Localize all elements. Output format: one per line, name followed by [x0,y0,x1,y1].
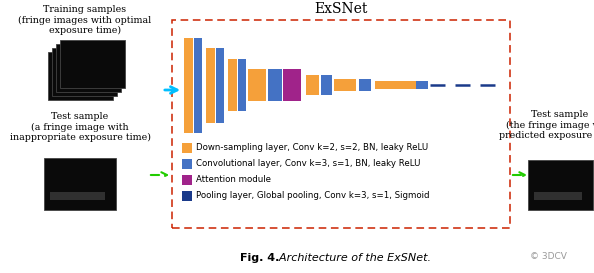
Text: Fig. 4.: Fig. 4. [240,253,279,263]
Bar [321,75,331,95]
Bar [60,40,125,88]
Text: Convolutional layer, Conv k=3, s=1, BN, leaky ReLU: Convolutional layer, Conv k=3, s=1, BN, … [196,159,421,168]
Bar [534,192,582,200]
Bar [172,20,510,228]
Text: Test sample
(the fringe image with
predicted exposure time): Test sample (the fringe image with predi… [500,110,594,140]
Bar [238,59,246,111]
Bar [359,79,371,91]
Bar [528,160,593,210]
Bar [182,191,192,201]
Text: Down-sampling layer, Conv k=2, s=2, BN, leaky ReLU: Down-sampling layer, Conv k=2, s=2, BN, … [196,144,428,153]
Bar [56,44,121,92]
Bar [182,143,192,153]
Bar [416,81,428,89]
Bar [44,158,116,210]
Bar [305,75,318,95]
Bar [375,81,419,89]
Text: ExSNet: ExSNet [314,2,368,16]
Bar [182,159,192,169]
Text: Test sample
(a fringe image with
inappropriate exposure time): Test sample (a fringe image with inappro… [10,112,150,142]
Bar [283,69,301,101]
Bar [216,48,224,123]
Bar [334,79,356,91]
Bar [184,37,192,132]
Bar [52,48,117,96]
Bar [206,48,214,123]
Text: Pooling layer, Global pooling, Conv k=3, s=1, Sigmoid: Pooling layer, Global pooling, Conv k=3,… [196,191,429,200]
Bar [194,37,202,132]
Bar [182,175,192,185]
Bar [228,59,236,111]
Bar [268,69,282,101]
Bar [248,69,266,101]
Text: © 3DCV: © 3DCV [530,252,567,261]
Bar [48,52,113,100]
Text: Training samples
(fringe images with optimal
exposure time): Training samples (fringe images with opt… [18,5,151,35]
Text: Attention module: Attention module [196,176,271,185]
Text: Architecture of the ExSNet.: Architecture of the ExSNet. [272,253,431,263]
Bar [50,192,105,200]
